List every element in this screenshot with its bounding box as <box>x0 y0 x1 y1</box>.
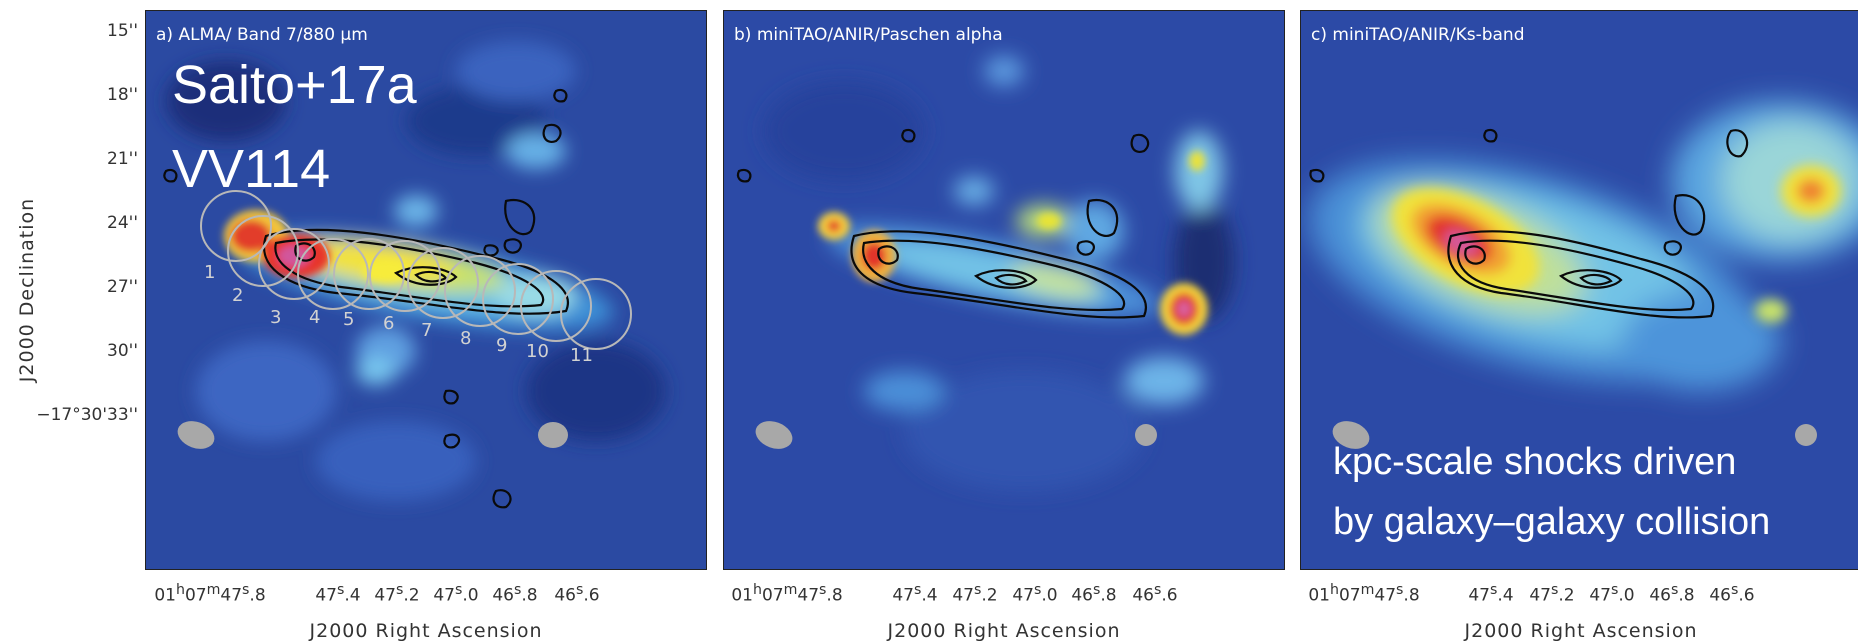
map-image-b <box>724 11 1284 569</box>
aperture-label: 11 <box>570 345 593 366</box>
panel-minitao-ks-band: c) miniTAO/ANIR/Ks-band <box>1300 10 1858 570</box>
beam-ellipse <box>755 421 793 449</box>
shock-note-line1: kpc-scale shocks driven <box>1333 441 1737 483</box>
y-tick: 18'' <box>107 85 138 105</box>
y-tick: 30'' <box>107 341 138 361</box>
object-name-text: VV114 <box>172 139 331 199</box>
x-tick: 47s.0 <box>433 582 479 606</box>
aperture-label: 10 <box>526 341 549 362</box>
map-image-c <box>1301 11 1858 569</box>
x-tick: 01h07m47s.8 <box>1308 582 1420 606</box>
panel-alma-band7: 1 2 3 4 5 6 7 8 9 10 11 a) ALMA/ Band 7/… <box>145 10 707 570</box>
x-tick: 01h07m47s.8 <box>154 582 266 606</box>
panel-title: b) miniTAO/ANIR/Paschen alpha <box>734 25 1003 45</box>
beam-ellipse <box>1135 424 1157 446</box>
x-tick: 46s.8 <box>492 582 538 606</box>
x-tick: 47s.2 <box>374 582 420 606</box>
beam-ellipse <box>538 422 568 448</box>
x-tick: 47s.0 <box>1589 582 1635 606</box>
aperture-label: 4 <box>309 307 320 328</box>
panel-minitao-paschen-alpha: b) miniTAO/ANIR/Paschen alpha <box>723 10 1285 570</box>
aperture-label: 9 <box>496 335 507 356</box>
map-image-a: 1 2 3 4 5 6 7 8 9 10 11 <box>146 11 706 569</box>
panel-title: c) miniTAO/ANIR/Ks-band <box>1311 25 1525 45</box>
aperture-labels: 1 2 3 4 5 6 7 8 9 10 11 <box>204 262 593 366</box>
x-tick: 46s.6 <box>1132 582 1178 606</box>
x-tick: 46s.8 <box>1649 582 1695 606</box>
beam-ellipse <box>1795 424 1817 446</box>
aperture-label: 2 <box>232 285 243 306</box>
y-tick: 27'' <box>107 277 138 297</box>
x-tick: 47s.4 <box>315 582 361 606</box>
aperture-label: 1 <box>204 262 215 283</box>
aperture-label: 3 <box>270 307 281 328</box>
beam-ellipse <box>177 421 215 449</box>
y-tick: 21'' <box>107 149 138 169</box>
x-axis-label: J2000 Right Ascension <box>887 620 1121 642</box>
aperture-label: 6 <box>383 313 394 334</box>
x-tick: 46s.6 <box>1709 582 1755 606</box>
y-tick: 15'' <box>107 21 138 41</box>
x-axis-label: J2000 Right Ascension <box>1464 620 1698 642</box>
shock-note-line2: by galaxy–galaxy collision <box>1333 501 1771 543</box>
aperture-label: 5 <box>343 309 354 330</box>
citation-text: Saito+17a <box>172 55 417 115</box>
y-tick: 24'' <box>107 213 138 233</box>
panel-title: a) ALMA/ Band 7/880 µm <box>156 25 368 45</box>
y-tick: −17°30'33'' <box>36 405 138 425</box>
beam-ellipse <box>1332 421 1370 449</box>
x-tick: 47s.4 <box>1468 582 1514 606</box>
aperture-label: 7 <box>421 320 432 341</box>
x-tick: 47s.2 <box>1529 582 1575 606</box>
x-tick: 46s.8 <box>1071 582 1117 606</box>
x-tick: 47s.4 <box>892 582 938 606</box>
aperture-label: 8 <box>460 328 471 349</box>
x-tick: 47s.2 <box>952 582 998 606</box>
x-axis-label: J2000 Right Ascension <box>309 620 543 642</box>
x-tick: 47s.0 <box>1012 582 1058 606</box>
x-tick: 46s.6 <box>554 582 600 606</box>
x-tick: 01h07m47s.8 <box>731 582 843 606</box>
